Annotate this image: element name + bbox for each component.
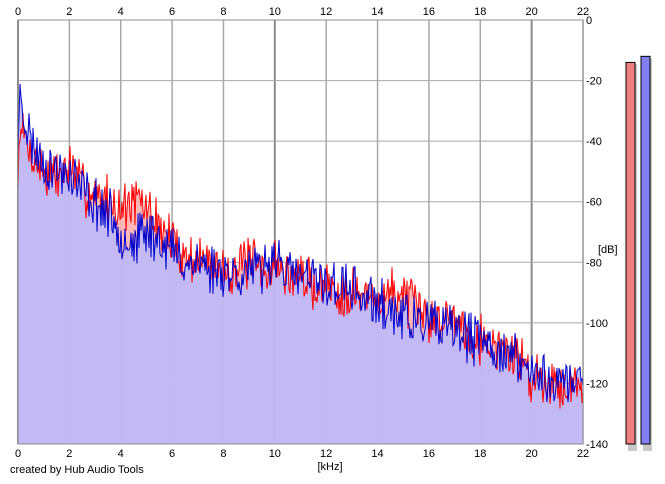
x-tick-label-bottom: 12 [320,448,332,460]
x-tick-label-bottom: 6 [169,448,175,460]
spectrum-lines [17,83,584,409]
x-tick-label-bottom: 20 [526,448,538,460]
x-tick-label-bottom: 14 [371,448,383,460]
x-tick-label-top: 10 [269,6,281,18]
right-level-meter [640,55,651,445]
y-tick-label: -120 [586,378,608,390]
x-tick-label-top: 4 [118,6,124,18]
x-tick-label-bottom: 10 [269,448,281,460]
y-tick-label: 0 [586,15,592,27]
plot-frame [17,19,584,445]
x-ticks-top: 0 2 4 6 8 10 12 14 16 18 20 22 [15,6,589,18]
x-tick-label-top: 8 [220,6,226,18]
x-tick-label-bottom: 4 [118,448,124,460]
right-channel-line [17,83,584,403]
x-tick-label-top: 2 [66,6,72,18]
y-tick-label: -60 [586,197,602,209]
y-tick-label: -100 [586,318,608,330]
y-ticks: 0 -20 -40 -60 -80 -100 -120 -140 [586,15,608,451]
level-meters [625,55,652,452]
x-tick-label-top: 14 [371,6,383,18]
x-tick-label-top: 12 [320,6,332,18]
credit-text: created by Hub Audio Tools [10,464,144,476]
x-tick-label-bottom: 16 [423,448,435,460]
x-tick-label-top: 16 [423,6,435,18]
y-tick-label: -140 [586,439,608,451]
y-tick-label: -80 [586,257,602,269]
x-tick-label-top: 22 [577,6,589,18]
x-tick-label-bottom: 8 [220,448,226,460]
x-tick-label-bottom: 18 [474,448,486,460]
x-tick-label-top: 6 [169,6,175,18]
left-level-meter [625,61,636,445]
x-tick-label-top: 18 [474,6,486,18]
x-ticks-bottom: 0 2 4 6 8 10 12 14 16 18 20 22 [15,448,589,460]
x-tick-label-bottom: 0 [15,448,21,460]
x-tick-label-top: 0 [15,6,21,18]
y-tick-label: -40 [586,136,602,148]
x-axis-label: [kHz] [317,461,342,473]
y-axis-label: [dB] [598,244,618,256]
x-tick-label-bottom: 22 [577,448,589,460]
x-tick-label-top: 20 [526,6,538,18]
y-tick-label: -20 [586,76,602,88]
right-channel-area [18,83,583,445]
x-tick-label-bottom: 2 [66,448,72,460]
